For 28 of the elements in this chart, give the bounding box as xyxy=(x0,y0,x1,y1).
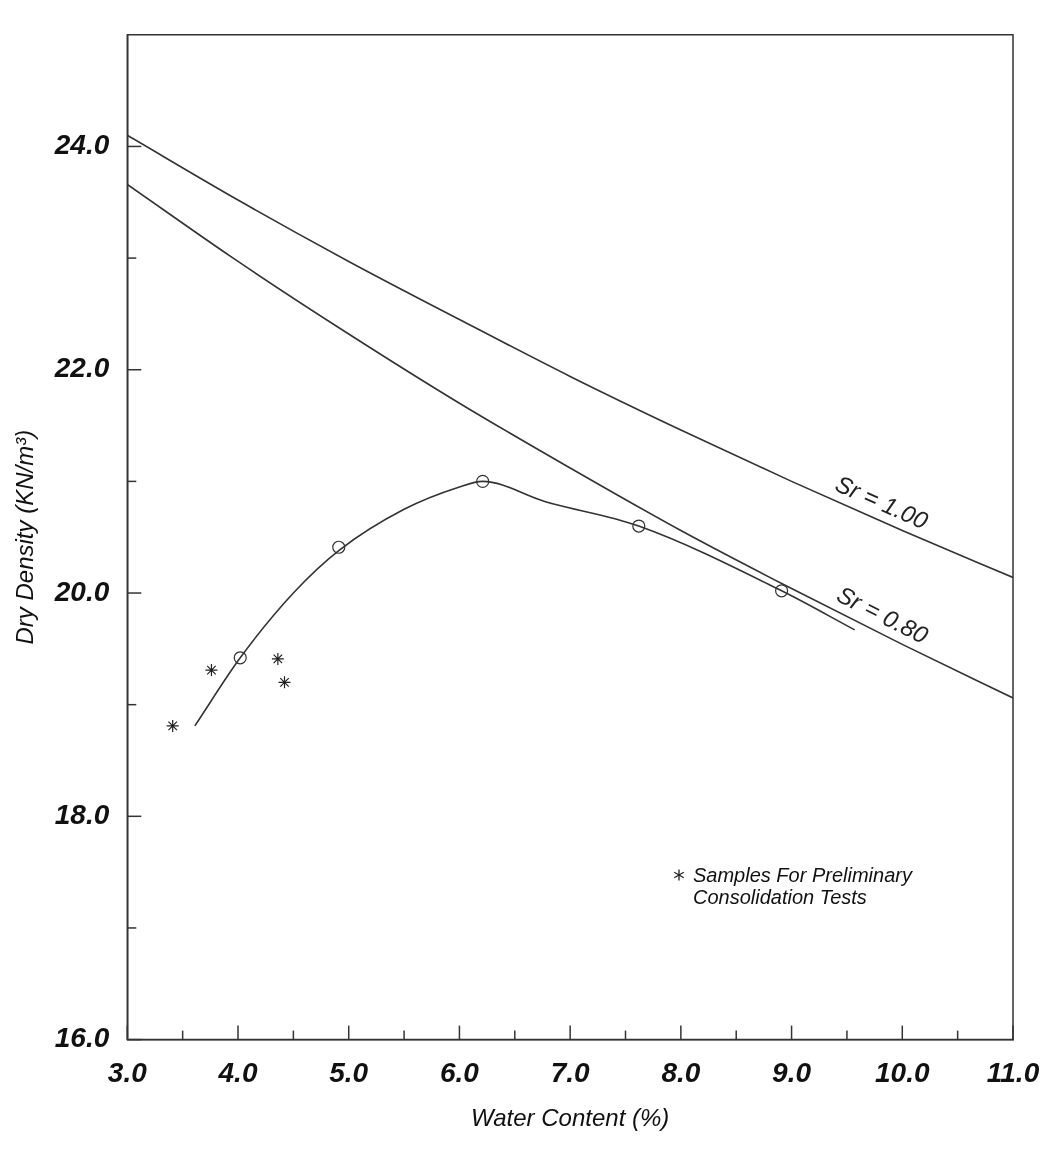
x-tick-label: 7.0 xyxy=(550,1057,591,1089)
y-tick-label: 16.0 xyxy=(54,1022,110,1054)
x-tick-label: 5.0 xyxy=(329,1057,369,1089)
y-tick-label: 24.0 xyxy=(53,129,110,161)
point xyxy=(277,675,292,689)
text: Sr = 1.00 xyxy=(831,469,933,535)
y-tick-label: 18.0 xyxy=(54,799,110,831)
y-tick-label: 20.0 xyxy=(53,575,110,607)
point xyxy=(632,519,646,533)
point xyxy=(332,540,346,554)
y-tick-label: 22.0 xyxy=(53,352,110,384)
x-tick-label: 11.0 xyxy=(986,1057,1040,1089)
text: Sr = 0.80 xyxy=(832,580,934,649)
point xyxy=(204,663,219,677)
x-tick-label: 9.0 xyxy=(772,1057,812,1089)
x-tick-label: 10.0 xyxy=(875,1057,930,1089)
y-axis-title: Dry Density (KN/m³) xyxy=(11,429,39,645)
x-axis-title: Water Content (%) xyxy=(471,1104,670,1132)
point xyxy=(476,474,490,488)
point xyxy=(233,651,247,665)
legend-label: Samples For Preliminary Consolidation Tests xyxy=(693,864,914,908)
x-tick-label: 4.0 xyxy=(217,1057,258,1089)
x-tick-label: 3.0 xyxy=(107,1057,148,1089)
point xyxy=(775,584,789,598)
x-tick-label: 8.0 xyxy=(661,1057,701,1089)
point xyxy=(166,719,180,733)
point xyxy=(271,652,285,666)
x-tick-label: 6.0 xyxy=(439,1057,480,1089)
